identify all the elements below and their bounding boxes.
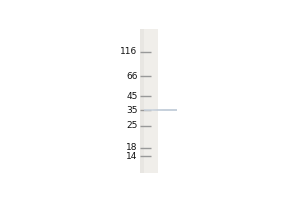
Bar — [160, 109, 161, 111]
Bar — [167, 109, 168, 111]
Text: 35: 35 — [126, 106, 137, 115]
Text: 18: 18 — [126, 143, 137, 152]
Bar — [172, 109, 173, 111]
Bar — [140, 29, 154, 173]
Text: 116: 116 — [120, 47, 137, 56]
Bar — [168, 109, 169, 111]
Bar — [164, 109, 165, 111]
Bar — [174, 109, 175, 111]
Bar — [170, 109, 171, 111]
Bar — [146, 109, 147, 111]
Bar — [145, 29, 158, 173]
Bar — [166, 109, 167, 111]
Bar — [176, 109, 177, 111]
Text: 14: 14 — [126, 152, 137, 161]
Bar — [151, 109, 152, 111]
Bar — [165, 109, 166, 111]
Bar — [153, 109, 154, 111]
Text: 66: 66 — [126, 72, 137, 81]
Bar — [169, 109, 170, 111]
Bar — [149, 109, 150, 111]
Bar — [145, 109, 177, 111]
Bar — [158, 109, 159, 111]
Bar — [157, 109, 158, 111]
Bar — [173, 109, 174, 111]
Bar — [163, 109, 164, 111]
Bar — [150, 109, 151, 111]
Text: 45: 45 — [126, 92, 137, 101]
Bar — [155, 109, 156, 111]
Bar — [148, 109, 149, 111]
Bar — [152, 109, 153, 111]
Bar — [175, 109, 176, 111]
Bar — [159, 109, 160, 111]
Bar — [161, 109, 162, 111]
Bar — [162, 109, 163, 111]
Bar — [147, 109, 148, 111]
Bar — [145, 109, 146, 111]
Text: 25: 25 — [126, 121, 137, 130]
Bar — [156, 109, 157, 111]
Bar — [171, 109, 172, 111]
Bar — [154, 109, 155, 111]
